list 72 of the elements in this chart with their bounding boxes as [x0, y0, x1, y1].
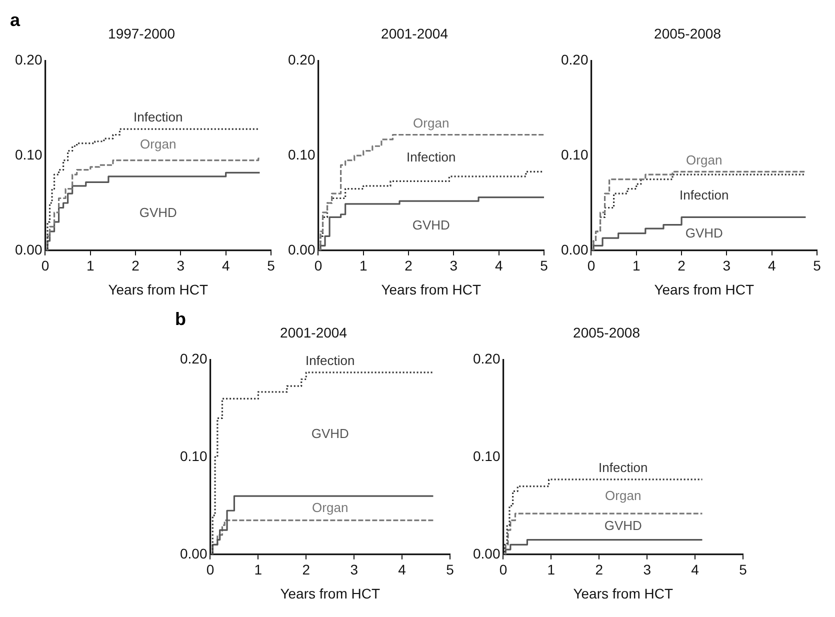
y-tick-label: 0.00 [180, 545, 208, 562]
x-tick-label: 5 [813, 258, 822, 274]
x-axis-title: Years from HCT [654, 281, 754, 298]
series-label: Organ [312, 500, 348, 515]
x-tick-label: 2 [595, 562, 604, 578]
y-tick-label: 0.20 [473, 350, 500, 367]
x-axis-title: Years from HCT [108, 281, 208, 298]
x-axis-title: Years from HCT [573, 585, 674, 602]
x-tick-label: 4 [691, 562, 700, 578]
chart-title: 2005-2008 [654, 25, 722, 42]
y-tick-label: 0.20 [180, 350, 208, 367]
x-tick-label: 2 [132, 258, 140, 274]
x-tick-label: 5 [739, 562, 748, 578]
x-tick-label: 4 [768, 258, 776, 274]
chart-title: 2005-2008 [573, 324, 640, 340]
x-axis-title: Years from HCT [280, 585, 380, 602]
x-tick-label: 4 [398, 562, 406, 578]
x-tick-label: 0 [499, 562, 508, 578]
x-tick-label: 1 [254, 562, 262, 578]
x-tick-label: 1 [360, 258, 368, 274]
y-tick-label: 0.00 [561, 241, 588, 258]
series-label: Organ [140, 136, 176, 152]
series-label: GVHD [412, 217, 450, 232]
x-tick-label: 0 [206, 562, 214, 578]
y-tick-label: 0.00 [15, 241, 42, 258]
x-tick-label: 1 [632, 258, 640, 274]
series-label: Organ [605, 488, 642, 504]
text: a [10, 10, 20, 31]
chart-title: 1997-2000 [108, 25, 176, 42]
x-tick-label: 2 [404, 258, 413, 274]
series-label: GVHD [604, 518, 642, 534]
y-tick-label: 0.00 [288, 241, 316, 258]
chart-title: 2001-2004 [280, 324, 348, 340]
y-tick-label: 0.20 [561, 52, 588, 68]
x-tick-label: 1 [86, 258, 94, 274]
x-tick-label: 3 [643, 562, 652, 578]
y-tick-label: 0.10 [473, 448, 500, 464]
x-tick-label: 5 [540, 258, 548, 274]
y-tick-label: 0.10 [180, 448, 208, 464]
x-tick-label: 4 [494, 258, 503, 274]
x-tick-label: 2 [302, 562, 310, 578]
series-label: Infection [406, 150, 456, 165]
x-tick-label: 0 [41, 258, 50, 274]
y-tick-label: 0.20 [288, 52, 316, 68]
text: GVHD [139, 205, 177, 220]
series-label: Organ [686, 152, 722, 168]
chart-title: 2001-2004 [381, 25, 448, 42]
x-tick-label: 3 [176, 258, 185, 274]
x-tick-label: 3 [450, 258, 458, 274]
text: GVHD [311, 426, 349, 441]
y-tick-label: 0.10 [15, 146, 42, 162]
series-label: Infection [134, 110, 183, 125]
series-label: Infection [598, 460, 648, 476]
x-axis-title: Years from HCT [381, 281, 482, 298]
x-tick-label: 3 [722, 258, 731, 274]
x-tick-label: 4 [222, 258, 230, 274]
series-label: Infection [306, 353, 355, 368]
series-label: GVHD [685, 225, 723, 240]
y-tick-label: 0.00 [473, 545, 500, 562]
y-tick-label: 0.10 [288, 146, 316, 162]
x-tick-label: 3 [350, 562, 358, 578]
text: b [175, 309, 186, 330]
series-label: Organ [413, 115, 450, 130]
x-tick-label: 1 [547, 562, 556, 578]
x-tick-label: 0 [587, 258, 596, 274]
y-tick-label: 0.20 [15, 52, 42, 68]
x-tick-label: 2 [678, 258, 686, 274]
x-tick-label: 5 [267, 258, 276, 274]
x-tick-label: 5 [446, 562, 454, 578]
y-tick-label: 0.10 [561, 146, 588, 162]
series-label: Infection [680, 187, 729, 202]
x-tick-label: 0 [314, 258, 322, 274]
